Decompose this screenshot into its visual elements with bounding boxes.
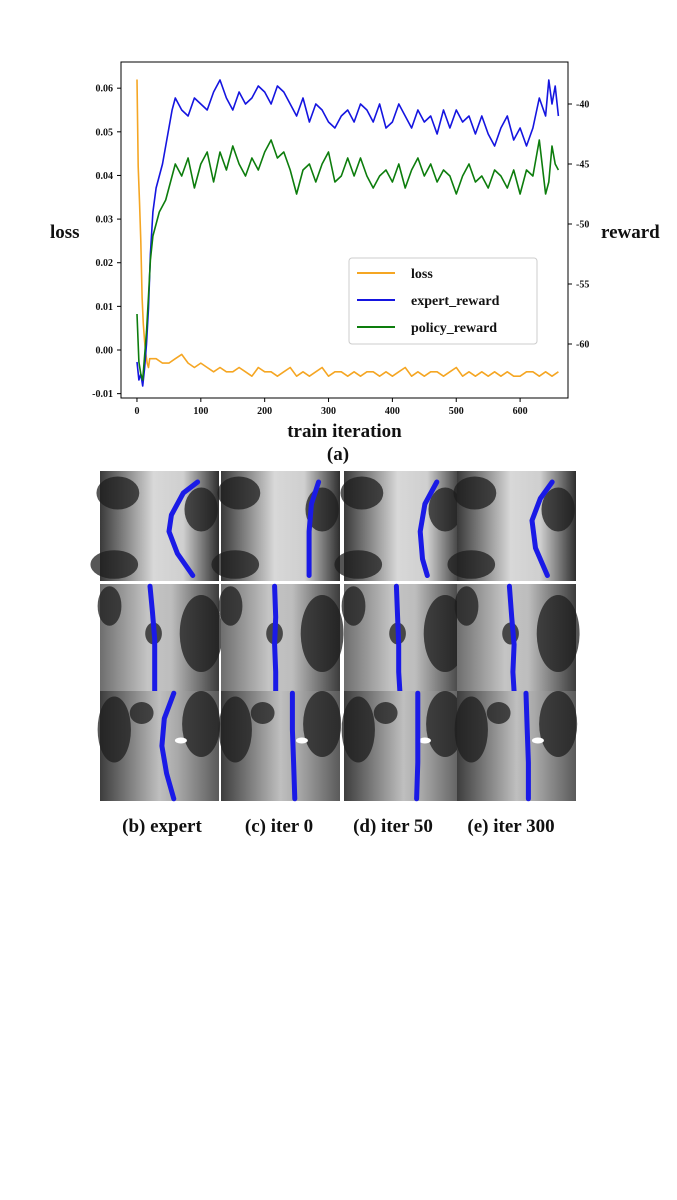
dark-region	[218, 586, 243, 626]
thumbnail-r1-c4	[447, 471, 576, 581]
y-left-tick-label: 0.01	[96, 302, 114, 313]
y-left-tick-label: 0.03	[96, 215, 114, 226]
series-line-policy-reward	[136, 139, 560, 381]
y-right-tick-label: -55	[576, 280, 589, 291]
y-right-tick-label: -45	[576, 160, 589, 171]
thumbnail-r3-c3	[341, 690, 465, 802]
dark-region	[454, 586, 479, 626]
thumbnail-r1-c1	[90, 471, 219, 581]
thumbnail-r3-c1	[97, 690, 221, 802]
x-tick-label: 600	[513, 406, 528, 417]
dark-region	[373, 702, 398, 724]
y-left-tick-label: 0.06	[96, 84, 114, 95]
dark-region	[211, 550, 260, 579]
training-chart: 0 100 200 300 400 500 600 -0.01 0.00 0.01 0.02 0.03…	[50, 61, 660, 442]
thumbnail-r2-c3	[341, 583, 467, 695]
thumbnail-r2-c2	[218, 583, 344, 695]
thumbnail-grid: (b) expert (c) iter 0 (d) iter 50 (e) iter …	[90, 471, 580, 837]
path-overlay	[289, 690, 298, 802]
legend-label-policy-reward: policy_reward	[411, 321, 497, 336]
dark-region	[179, 595, 223, 672]
dark-region	[184, 487, 218, 532]
dark-region	[97, 586, 122, 626]
dark-region	[303, 691, 342, 757]
thumbnail-r3-c2	[218, 690, 342, 802]
dark-region	[300, 595, 344, 672]
series-line-expert-reward	[136, 79, 560, 387]
path-overlay	[166, 479, 201, 578]
legend-label-loss: loss	[411, 267, 433, 282]
dark-region	[340, 476, 384, 510]
x-tick-label: 500	[449, 406, 464, 417]
bright-spot	[295, 737, 308, 744]
path-overlay	[414, 690, 421, 802]
dark-region	[182, 691, 221, 757]
dark-region	[426, 691, 465, 757]
path-overlay	[506, 583, 517, 695]
bright-spot	[174, 737, 187, 744]
path-overlay	[147, 583, 158, 695]
path-overlay	[417, 479, 440, 578]
path-overlay	[306, 479, 322, 578]
dark-region	[129, 702, 154, 724]
bright-spot	[418, 737, 431, 744]
y-left-tick-label: -0.01	[92, 389, 113, 400]
dark-region	[428, 487, 462, 532]
dark-region	[90, 550, 139, 579]
x-axis-label: train iteration	[287, 421, 402, 442]
x-tick-label: 100	[193, 406, 208, 417]
dark-region	[250, 702, 275, 724]
path-overlay	[393, 583, 403, 695]
dark-region	[334, 550, 383, 579]
plot-frame	[120, 61, 569, 399]
dark-region	[97, 696, 131, 763]
y-right-tick-label: -50	[576, 220, 589, 231]
y-left-tick-label: 0.00	[96, 346, 114, 357]
legend-label-expert-reward: expert_reward	[411, 294, 500, 309]
column-caption: (b) expert	[122, 816, 202, 837]
path-overlay	[523, 690, 531, 802]
thumbnail-r3-c4	[454, 690, 578, 802]
dark-region	[96, 476, 140, 510]
dark-region	[453, 476, 497, 510]
dark-region	[486, 702, 511, 724]
column-caption: (d) iter 50	[353, 816, 433, 837]
y-left-tick-label: 0.02	[96, 258, 114, 269]
dark-region	[447, 550, 496, 579]
y-right-axis-label: reward	[601, 222, 660, 243]
column-caption: (e) iter 300	[467, 816, 554, 837]
dark-region	[536, 595, 580, 672]
series-line-loss	[136, 79, 559, 378]
path-overlay	[159, 690, 177, 802]
x-tick-label: 400	[385, 406, 400, 417]
y-left-axis-label: loss	[50, 222, 80, 243]
bright-spot	[531, 737, 544, 744]
dark-region	[341, 586, 366, 626]
y-left-tick-label: 0.05	[96, 127, 114, 138]
thumbnail-r1-c2	[211, 471, 340, 581]
path-overlay	[272, 583, 279, 695]
x-tick-label: 200	[257, 406, 272, 417]
y-right-tick-label: -60	[576, 340, 589, 351]
thumbnail-r2-c1	[97, 583, 223, 695]
legend-box	[348, 257, 538, 345]
column-caption: (c) iter 0	[245, 816, 313, 837]
thumbnail-r2-c4	[454, 583, 580, 695]
dark-region	[217, 476, 261, 510]
x-tick-label: 0	[134, 406, 139, 417]
dark-region	[454, 696, 488, 763]
panel-a-label: (a)	[327, 444, 349, 465]
thumbnail-r1-c3	[334, 471, 463, 581]
x-tick-label: 300	[321, 406, 336, 417]
y-left-tick-label: 0.04	[96, 171, 114, 182]
dark-region	[341, 696, 375, 763]
dark-region	[541, 487, 575, 532]
path-overlay	[529, 479, 555, 578]
dark-region	[218, 696, 252, 763]
dark-region	[539, 691, 578, 757]
y-right-tick-label: -40	[576, 100, 589, 111]
